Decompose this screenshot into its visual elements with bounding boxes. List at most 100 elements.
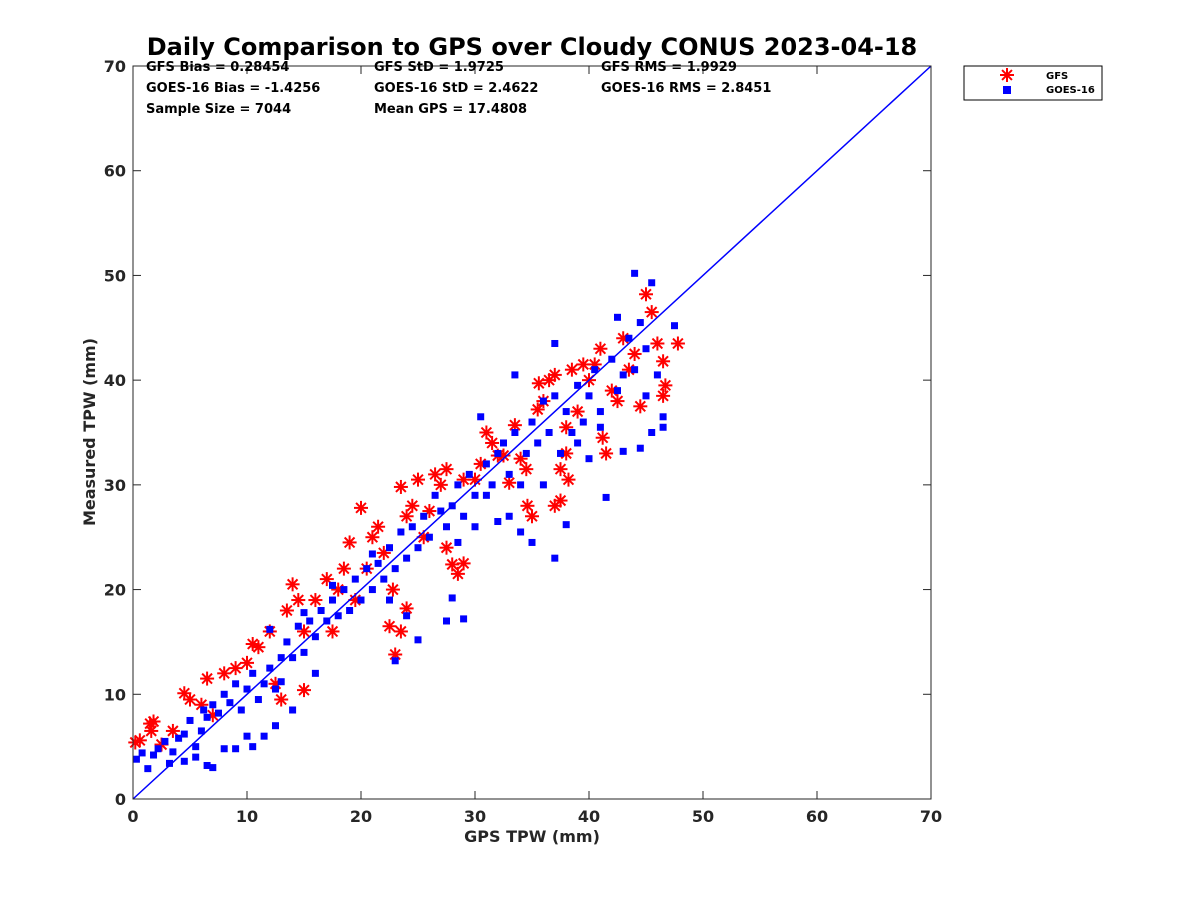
gfs-point <box>658 378 673 393</box>
goes-16-point <box>482 460 490 468</box>
goes-16-point <box>494 518 502 526</box>
goes-16-point <box>477 413 485 421</box>
goes-16-point <box>374 559 382 567</box>
legend: GFS GOES-16 <box>963 65 1103 101</box>
gfs-point <box>519 462 534 477</box>
legend-gfs-marker <box>1000 68 1014 82</box>
goes-16-point <box>260 680 268 688</box>
gfs-point <box>365 530 380 545</box>
goes-16-point <box>260 732 268 740</box>
goes-16-point <box>403 612 411 620</box>
goes-16-point <box>437 507 445 515</box>
goes-16-point <box>602 493 610 501</box>
goes-16-point <box>528 418 536 426</box>
goes-16-point <box>460 512 468 520</box>
gfs-point <box>445 557 460 572</box>
goes-16-point <box>363 565 371 573</box>
goes-16-point <box>203 761 211 769</box>
goes-16-point <box>585 392 593 400</box>
goes-16-point <box>150 751 158 759</box>
gfs-point <box>547 367 562 382</box>
gfs-point <box>456 556 471 571</box>
goes-16-point <box>215 709 222 717</box>
gfs-point <box>399 509 414 524</box>
goes-16-point <box>579 418 587 426</box>
gfs-point <box>297 683 311 698</box>
goes-16-point <box>272 722 279 730</box>
legend-goes-label: GOES-16 <box>1046 85 1095 96</box>
goes-16-point <box>334 612 342 620</box>
goes-16-point <box>209 764 217 772</box>
stat-text: GFS RMS = 1.9929 <box>601 60 737 75</box>
goes-16-point <box>243 685 251 693</box>
goes-16-point <box>192 753 200 761</box>
goes-16-point <box>249 669 257 677</box>
goes-16-point <box>220 690 228 698</box>
goes-16-point <box>220 745 228 753</box>
goes-16-point <box>494 449 502 457</box>
goes-16-point <box>237 706 245 714</box>
goes-16-point <box>300 648 308 656</box>
gfs-point <box>308 593 323 608</box>
goes-16-point <box>397 528 405 536</box>
goes-16-point <box>585 455 593 463</box>
goes-16-point <box>545 429 553 436</box>
goes-16-point <box>249 743 257 751</box>
gfs-point <box>520 498 535 513</box>
y-tick-label: 70 <box>104 57 126 76</box>
goes-16-point <box>448 594 456 602</box>
goes-16-point <box>517 481 525 489</box>
goes-16-point <box>511 429 519 436</box>
goes-16-point <box>539 397 547 405</box>
gfs-point <box>485 435 500 450</box>
gfs-point <box>285 577 300 592</box>
stat-text: GOES-16 RMS = 2.8451 <box>601 81 771 96</box>
goes-16-point <box>648 429 656 436</box>
axis-ticks: 0 10 20 30 40 50 60 70 0 10 20 30 40 50 60 70 <box>104 57 942 826</box>
gfs-point <box>132 733 147 748</box>
x-tick-label: 0 <box>127 807 138 826</box>
goes-16-point <box>165 759 173 767</box>
goes-16-point <box>614 313 621 321</box>
x-tick-label: 30 <box>464 807 486 826</box>
gfs-point <box>240 655 254 670</box>
goes-16-point <box>357 596 365 604</box>
gfs-point <box>274 692 289 707</box>
goes-16-point <box>306 617 314 625</box>
gfs-point <box>183 692 197 707</box>
goes-16-point <box>420 512 428 520</box>
goes-16-point <box>465 470 473 478</box>
goes-16-point <box>138 749 146 757</box>
gfs-point <box>650 336 665 351</box>
goes-16-point <box>329 581 336 589</box>
goes-16-point <box>500 439 507 447</box>
gfs-point <box>393 624 408 639</box>
gfs-point <box>146 714 161 729</box>
goes-16-point <box>625 334 633 342</box>
x-tick-label: 70 <box>920 807 942 826</box>
goes-16-point <box>380 575 388 583</box>
goes-16-point <box>614 387 621 395</box>
goes-16-point <box>596 423 604 431</box>
goes-16-point <box>482 491 490 499</box>
goes-16-point <box>414 544 422 552</box>
gfs-point <box>553 493 568 508</box>
goes-16-point <box>226 699 234 707</box>
goes-16-point <box>471 523 479 531</box>
gfs-point <box>525 509 539 524</box>
gfs-point <box>599 446 614 461</box>
gfs-point <box>228 661 243 676</box>
goes-16-point <box>511 371 519 379</box>
goes-16-point <box>642 345 650 353</box>
gfs-point <box>450 566 465 581</box>
gfs-point <box>553 462 568 477</box>
chart-title: Daily Comparison to GPS over Cloudy CONU… <box>147 33 918 61</box>
y-tick-label: 50 <box>104 266 126 285</box>
goes-16-point <box>277 678 285 686</box>
goes-16-point <box>368 550 376 558</box>
y-axis-label: Measured TPW (mm) <box>80 338 99 526</box>
goes-16-point <box>346 607 354 615</box>
stat-text: GOES-16 Bias = -1.4256 <box>146 81 320 96</box>
goes-16-point <box>636 444 644 452</box>
